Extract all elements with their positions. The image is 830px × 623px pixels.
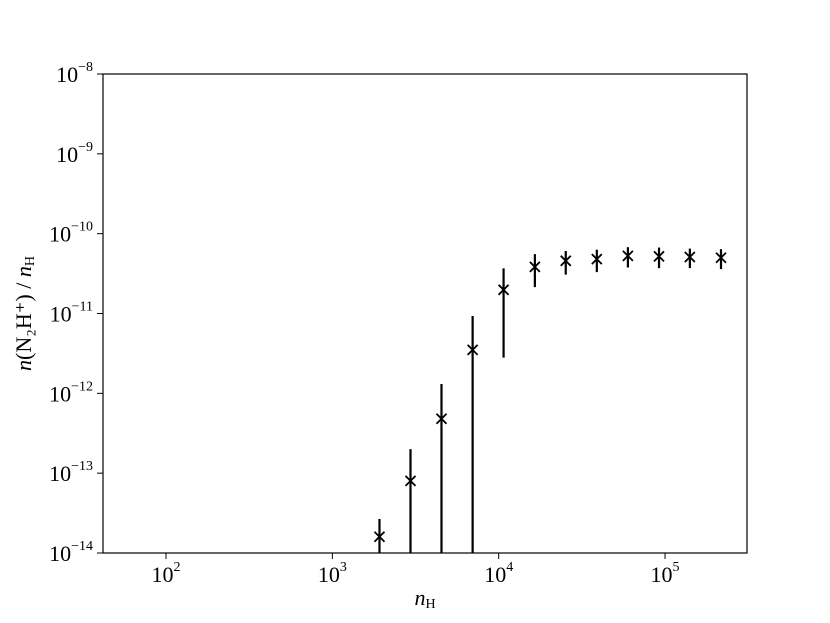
- marker: [404, 475, 417, 487]
- y-tick-label: 10−13: [49, 459, 93, 486]
- y-tick-label: 10−14: [49, 539, 93, 566]
- marker: [622, 250, 634, 262]
- y-tick-label: 10−8: [56, 60, 93, 87]
- y-tick-label: 10−10: [49, 220, 93, 247]
- marker: [715, 252, 727, 264]
- x-axis-label: nH: [414, 585, 435, 612]
- x-tick-label: 105: [651, 560, 680, 587]
- x-tick-label: 102: [152, 560, 181, 587]
- marker: [684, 251, 696, 263]
- data-layer: [373, 247, 727, 553]
- marker: [591, 253, 603, 265]
- marker: [497, 284, 510, 296]
- marker: [529, 261, 541, 273]
- y-tick-label: 10−9: [56, 140, 93, 167]
- y-tick-label: 10−12: [49, 380, 93, 407]
- x-tick-label: 103: [318, 560, 347, 587]
- marker: [435, 413, 448, 425]
- y-tick-label: 10−11: [50, 300, 93, 327]
- x-tick-label: 104: [484, 560, 513, 587]
- marker: [560, 255, 572, 267]
- marker: [466, 344, 479, 356]
- plot-frame: [102, 73, 748, 554]
- marker: [373, 531, 386, 543]
- marker: [653, 250, 665, 262]
- y-axis-label: n(N₂H⁺) / nH: [11, 256, 38, 371]
